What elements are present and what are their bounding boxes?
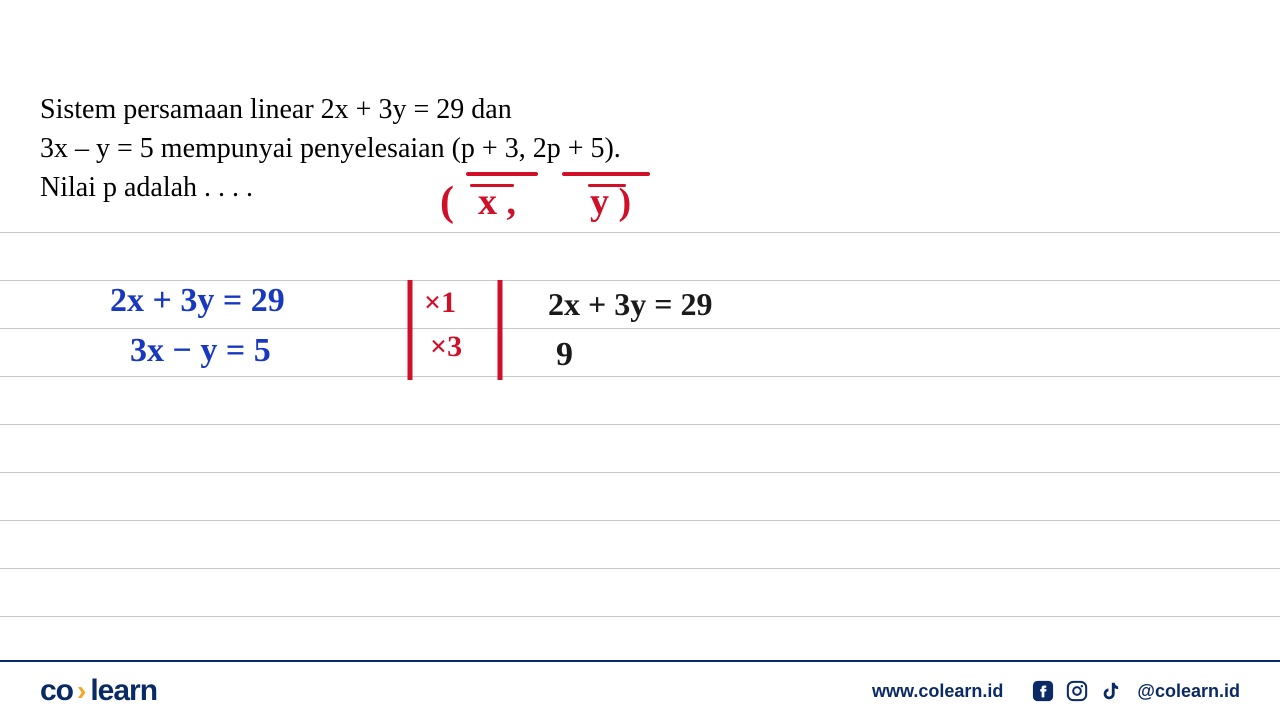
hand-vertical-bar — [400, 280, 420, 380]
instagram-icon — [1065, 679, 1089, 703]
rule-line — [0, 616, 1280, 617]
logo-separator: › — [77, 675, 86, 707]
tiktok-icon — [1099, 679, 1123, 703]
red-underline-2p5 — [562, 172, 650, 176]
social-icons: @colearn.id — [1031, 679, 1240, 703]
rule-line — [0, 472, 1280, 473]
rule-line — [0, 232, 1280, 233]
social-handle: @colearn.id — [1137, 681, 1240, 702]
problem-line-1: Sistem persamaan linear 2x + 3y = 29 dan — [40, 90, 780, 129]
hand-black-9: 9 — [556, 336, 573, 374]
problem-line-2: 3x – y = 5 mempunyai penyelesaian (p + 3… — [40, 129, 780, 168]
red-underline-p3 — [466, 172, 538, 176]
hand-x3: ×3 — [430, 330, 462, 364]
rule-line — [0, 568, 1280, 569]
brand-logo: co › learn — [40, 674, 157, 708]
problem-line-3: Nilai p adalah . . . . — [40, 168, 780, 207]
problem-statement: Sistem persamaan linear 2x + 3y = 29 dan… — [40, 90, 780, 208]
footer-bar: co › learn www.colearn.id @colearn.id — [0, 660, 1280, 720]
hand-black-eq1: 2x + 3y = 29 — [548, 286, 712, 323]
rule-line — [0, 520, 1280, 521]
logo-co: co — [40, 674, 73, 708]
footer-url: www.colearn.id — [872, 681, 1003, 702]
logo-learn: learn — [90, 674, 157, 708]
hand-x-bar — [470, 184, 514, 187]
hand-blue-eq1: 2x + 3y = 29 — [110, 282, 285, 320]
hand-paren-open: ( — [440, 178, 454, 226]
hand-x1: ×1 — [424, 286, 456, 320]
hand-y-bar — [588, 184, 626, 187]
facebook-icon — [1031, 679, 1055, 703]
rule-line — [0, 424, 1280, 425]
rule-line — [0, 328, 1280, 329]
rule-line — [0, 280, 1280, 281]
hand-blue-eq2: 3x − y = 5 — [130, 332, 271, 370]
hand-vertical-bar-close — [490, 280, 510, 380]
rule-line — [0, 376, 1280, 377]
